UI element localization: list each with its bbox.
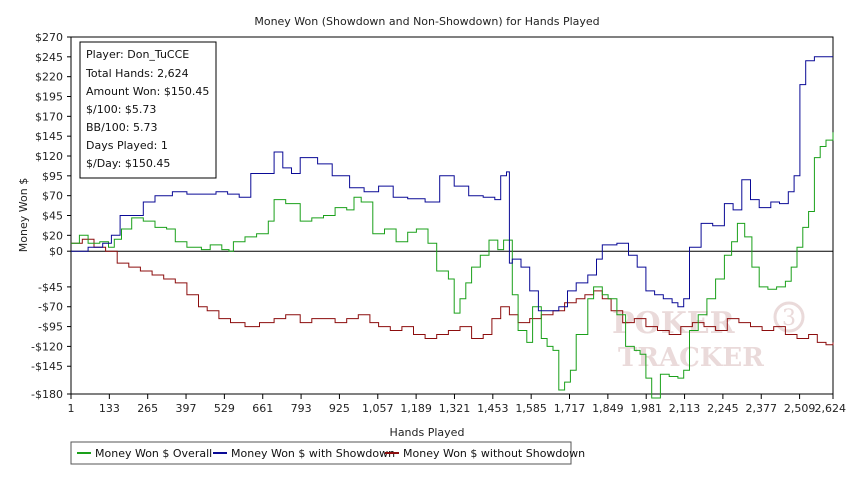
y-tick-label: $145	[35, 130, 63, 143]
series-line-1	[71, 56, 833, 312]
y-tick-label: $0	[49, 245, 63, 258]
x-tick-label: 1,057	[362, 402, 394, 415]
x-tick-label: 2,377	[745, 402, 777, 415]
x-tick-label: 2,509	[784, 402, 816, 415]
y-tick-label: -$70	[38, 301, 63, 314]
x-axis: 1 133 265 397 529 661 793 925 1,057 1,189 1,321 1,4…	[68, 394, 847, 415]
x-tick-label: 1,321	[439, 402, 471, 415]
y-tick-label: -$95	[38, 321, 63, 334]
stats-box-frame	[79, 41, 217, 179]
stats-box: Player: Don_TuCCE Total Hands: 2,624 Amo…	[79, 41, 217, 179]
x-tick-label: 1,585	[515, 402, 547, 415]
watermark-badge-icon	[773, 301, 805, 333]
legend-label-showdown: Money Won $ with Showdown	[231, 447, 395, 460]
y-tick-label: $20	[42, 229, 63, 242]
y-tick-label: $245	[35, 51, 63, 64]
x-tick-label: 661	[252, 402, 273, 415]
y-axis: $270 $245 $220 $195 $170 $145 $120 $95 $70 $45 $20…	[31, 31, 71, 401]
x-axis-label: Hands Played	[390, 426, 465, 439]
y-tick-label: $95	[42, 170, 63, 183]
x-tick-label: 1,717	[554, 402, 586, 415]
x-tick-label: 1	[68, 402, 75, 415]
y-tick-label: -$145	[31, 360, 63, 373]
legend-label-overall: Money Won $ Overall	[95, 447, 212, 460]
stats-bb-per-100: BB/100: 5.73	[86, 121, 158, 134]
x-tick-label: 2,245	[707, 402, 739, 415]
x-tick-label: 1,981	[630, 402, 662, 415]
y-tick-label: $120	[35, 150, 63, 163]
x-tick-label: 529	[214, 402, 235, 415]
x-tick-label: 793	[291, 402, 312, 415]
stats-player: Player: Don_TuCCE	[86, 48, 189, 61]
chart-title: Money Won (Showdown and Non-Showdown) fo…	[254, 15, 599, 28]
y-axis-label: Money Won $	[17, 178, 30, 252]
watermark-line1: POKER	[612, 306, 736, 341]
legend-label-non-showdown: Money Won $ without Showdown	[403, 447, 585, 460]
y-tick-label: $170	[35, 110, 63, 123]
stats-per-100: $/100: $5.73	[86, 103, 156, 116]
y-tick-label: $270	[35, 31, 63, 44]
x-tick-label: 265	[137, 402, 158, 415]
y-tick-label: $45	[42, 210, 63, 223]
poker-tracker-watermark: POKER TRACKER 3	[612, 301, 805, 373]
x-tick-label: 1,189	[400, 402, 432, 415]
x-tick-label: 2,113	[669, 402, 701, 415]
stats-per-day: $/Day: $150.45	[86, 157, 170, 170]
legend-frame	[70, 441, 572, 465]
x-tick-label: 133	[99, 402, 120, 415]
x-tick-label: 1,453	[477, 402, 509, 415]
y-tick-label: $220	[35, 71, 63, 84]
x-tick-label: 925	[329, 402, 350, 415]
y-tick-label: $70	[42, 190, 63, 203]
series-line-0	[71, 132, 834, 399]
series-line-2	[71, 238, 834, 346]
watermark-line2: TRACKER	[618, 343, 764, 373]
stats-days-played: Days Played: 1	[86, 139, 168, 152]
stats-total-hands: Total Hands: 2,624	[85, 67, 189, 80]
x-tick-label: 397	[176, 402, 197, 415]
watermark-badge: 3	[782, 306, 796, 331]
x-tick-label: 1,849	[592, 402, 624, 415]
series-layer	[71, 56, 834, 399]
y-tick-label: -$180	[31, 388, 63, 401]
y-tick-label: -$120	[31, 340, 63, 353]
x-tick-label: 2,624	[815, 402, 847, 415]
y-tick-label: $195	[35, 91, 63, 104]
legend: Money Won $ Overall Money Won $ with Sho…	[70, 441, 585, 465]
y-tick-label: -$45	[38, 281, 63, 294]
stats-amount-won: Amount Won: $150.45	[86, 85, 209, 98]
